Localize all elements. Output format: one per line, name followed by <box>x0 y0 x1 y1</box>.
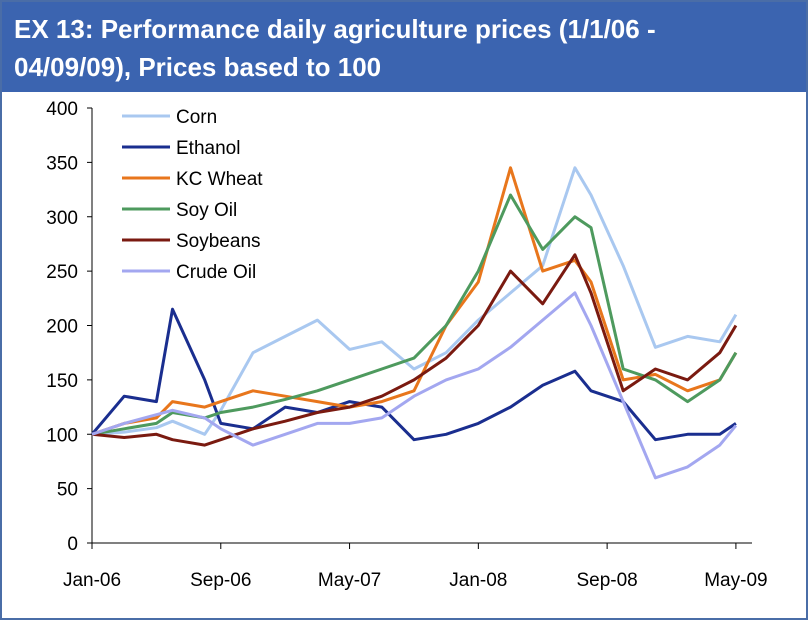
legend-label: Soybeans <box>176 231 261 252</box>
y-tick-label: 150 <box>46 371 78 392</box>
y-tick-label: 350 <box>46 153 78 174</box>
y-tick-label: 200 <box>46 317 78 338</box>
x-tick-label: Sep-06 <box>190 570 251 591</box>
chart-title-line-1: EX 13: Performance daily agriculture pri… <box>14 14 656 44</box>
x-tick-label: Jan-08 <box>449 570 507 591</box>
series-line-corn <box>91 166 738 436</box>
legend-label: KC Wheat <box>176 169 263 190</box>
series-line-kc-wheat <box>91 166 738 436</box>
y-tick-label: 0 <box>67 534 78 555</box>
y-tick-label: 250 <box>46 262 78 283</box>
y-tick-label: 100 <box>46 425 78 446</box>
x-tick-label: May-07 <box>318 570 381 591</box>
series-line-soybeans <box>91 253 738 447</box>
chart-header: EX 13: Performance daily agriculture pri… <box>2 2 806 92</box>
series-line-ethanol <box>90 307 737 442</box>
x-tick-label: Jan-06 <box>63 570 121 591</box>
legend-label: Ethanol <box>176 138 240 159</box>
x-tick-label: May-09 <box>704 570 767 591</box>
y-tick-label: 400 <box>46 99 78 120</box>
y-tick-label: 50 <box>57 480 78 501</box>
legend-label: Crude Oil <box>176 262 256 283</box>
x-tick-label: Sep-08 <box>576 570 637 591</box>
chart-title-line-2: 04/09/09), Prices based to 100 <box>14 52 382 82</box>
series-line-crude-oil <box>91 291 738 480</box>
legend-label: Corn <box>176 107 217 128</box>
y-tick-label: 300 <box>46 208 78 229</box>
legend-label: Soy Oil <box>176 200 237 221</box>
